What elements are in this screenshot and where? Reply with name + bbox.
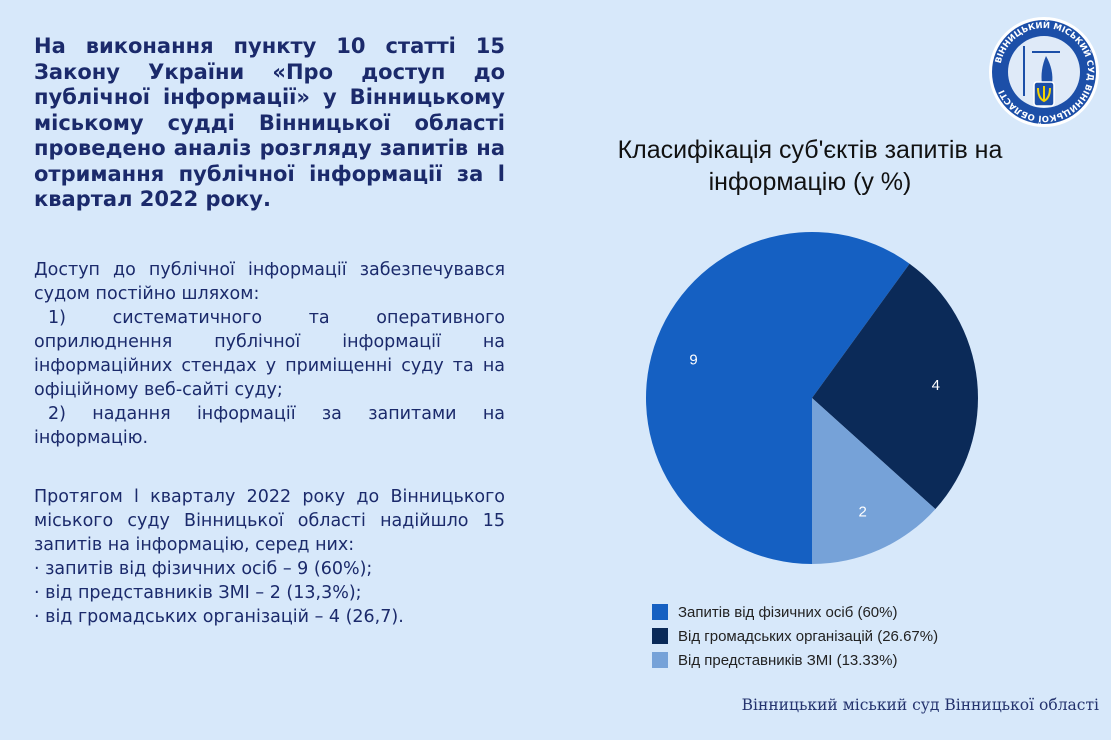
summary-line: · запитів від фізичних осіб – 9 (60%); <box>34 559 373 579</box>
pie-data-label: 4 <box>932 377 940 394</box>
legend-swatch <box>652 652 668 668</box>
legend-swatch <box>652 604 668 620</box>
chart-title: Класифікація суб'єктів запитів на інформ… <box>560 134 1060 198</box>
access-section: Доступ до публічної інформації забезпечу… <box>34 258 505 450</box>
court-seal-logo: ВІННИЦЬКИЙ МІСЬКИЙ СУД ВІННИЦЬКОЇ ОБЛАСТ… <box>989 17 1099 127</box>
chart-title-line: інформацію (у %) <box>708 168 912 196</box>
access-item-2: 2) надання інформації за запитами на інф… <box>34 404 505 448</box>
pie-data-label: 2 <box>858 504 866 521</box>
legend-item: Від громадських організацій (26.67%) <box>652 624 938 648</box>
legend-item: Від представників ЗМІ (13.33%) <box>652 648 938 672</box>
access-intro: Доступ до публічної інформації забезпечу… <box>34 260 505 304</box>
footer-court-name: Вінницький міський суд Вінницької област… <box>741 696 1099 714</box>
summary-intro: Протягом l кварталу 2022 року до Вінниць… <box>34 487 505 555</box>
legend-swatch <box>652 628 668 644</box>
legend-item: Запитів від фізичних осіб (60%) <box>652 600 938 624</box>
chart-title-line: Класифікація суб'єктів запитів на <box>617 136 1003 164</box>
pie-slice <box>812 398 936 564</box>
legend-label: Від громадських організацій (26.67%) <box>678 627 939 645</box>
legend-label: Запитів від фізичних осіб (60%) <box>678 603 898 621</box>
chart-legend: Запитів від фізичних осіб (60%) Від гром… <box>652 600 938 672</box>
access-item-1: 1) систематичного та оперативного оприлю… <box>34 308 505 400</box>
summary-line: · від громадських організацій – 4 (26,7)… <box>34 607 404 627</box>
summary-section: Протягом l кварталу 2022 року до Вінниць… <box>34 485 505 629</box>
pie-slice <box>812 263 978 510</box>
summary-line: · від представників ЗМІ – 2 (13,3%); <box>34 583 362 603</box>
pie-data-label: 9 <box>689 352 697 369</box>
heading: На виконання пункту 10 статті 15 Закону … <box>34 34 505 211</box>
pie-slice <box>645 231 910 564</box>
legend-label: Від представників ЗМІ (13.33%) <box>678 651 898 669</box>
